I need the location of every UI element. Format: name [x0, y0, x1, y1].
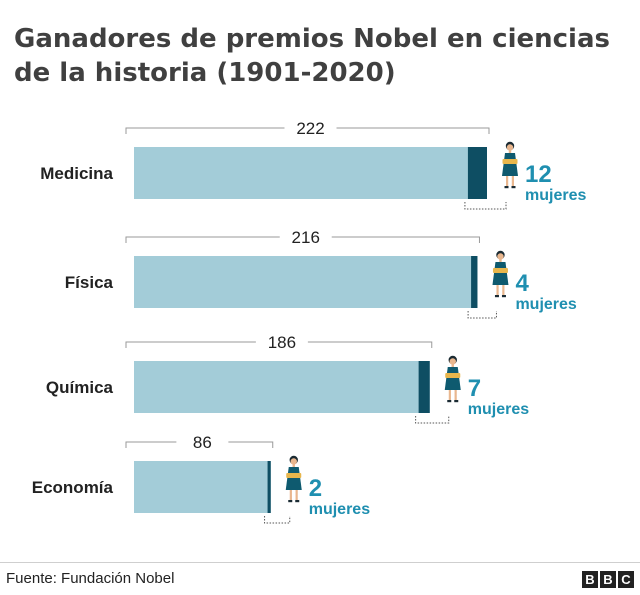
women-unit-label: mujeres	[515, 296, 576, 313]
women-count-label: 7	[468, 375, 481, 402]
total-value-label: 216	[292, 228, 320, 247]
footer-divider	[0, 562, 640, 563]
category-label: Química	[46, 378, 114, 397]
bbc-logo-letter: C	[618, 571, 634, 588]
woman-icon	[285, 455, 302, 503]
bbc-logo: B B C	[582, 571, 634, 588]
total-bracket-right	[331, 236, 480, 243]
women-count-label: 12	[525, 161, 552, 188]
woman-icon	[492, 250, 509, 298]
total-bracket-right	[228, 441, 274, 448]
bar-chart: Medicina22212mujeresFísica2164mujeresQuí…	[32, 119, 586, 524]
total-bar	[134, 147, 487, 199]
woman-icon	[502, 141, 518, 189]
category-label: Física	[65, 273, 114, 292]
category-label: Economía	[32, 478, 114, 497]
total-bracket-left	[125, 441, 177, 448]
women-bracket	[467, 311, 497, 319]
bbc-logo-letter: B	[582, 571, 598, 588]
category-label: Medicina	[40, 164, 113, 183]
total-bar	[134, 256, 478, 308]
women-unit-label: mujeres	[309, 501, 370, 518]
women-bar	[467, 147, 487, 199]
total-bar	[134, 461, 271, 513]
chart-title: Ganadores de premios Nobel en ciencias d…	[14, 24, 610, 88]
total-bracket-right	[336, 127, 490, 134]
women-bar	[267, 461, 271, 513]
bbc-logo-letter: B	[600, 571, 616, 588]
women-bracket	[264, 516, 291, 524]
women-count-label: 2	[309, 475, 322, 502]
women-bracket	[464, 202, 507, 210]
women-bar	[471, 256, 478, 308]
woman-icon	[444, 355, 461, 403]
total-bracket-left	[125, 127, 285, 134]
total-value-label: 186	[268, 333, 296, 352]
total-bracket-left	[125, 341, 256, 348]
total-bracket-left	[125, 236, 280, 243]
total-value-label: 86	[193, 433, 212, 452]
total-value-label: 222	[296, 119, 324, 138]
total-bracket-right	[307, 341, 433, 348]
women-unit-label: mujeres	[468, 401, 529, 418]
source-note: Fuente: Fundación Nobel	[6, 570, 175, 587]
women-bar	[418, 361, 430, 413]
total-bar	[134, 361, 430, 413]
women-count-label: 4	[515, 270, 529, 297]
women-unit-label: mujeres	[525, 187, 586, 204]
women-bracket	[415, 416, 450, 424]
